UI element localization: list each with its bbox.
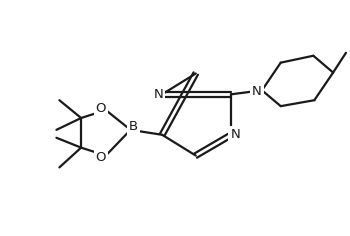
Text: B: B	[129, 120, 138, 133]
Text: O: O	[96, 151, 106, 164]
Text: N: N	[153, 88, 163, 101]
Text: N: N	[252, 85, 262, 98]
Text: N: N	[230, 128, 240, 141]
Text: O: O	[96, 102, 106, 115]
